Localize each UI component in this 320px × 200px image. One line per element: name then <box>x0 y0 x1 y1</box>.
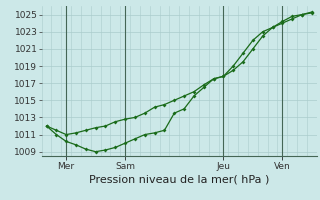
X-axis label: Pression niveau de la mer( hPa ): Pression niveau de la mer( hPa ) <box>89 175 269 185</box>
